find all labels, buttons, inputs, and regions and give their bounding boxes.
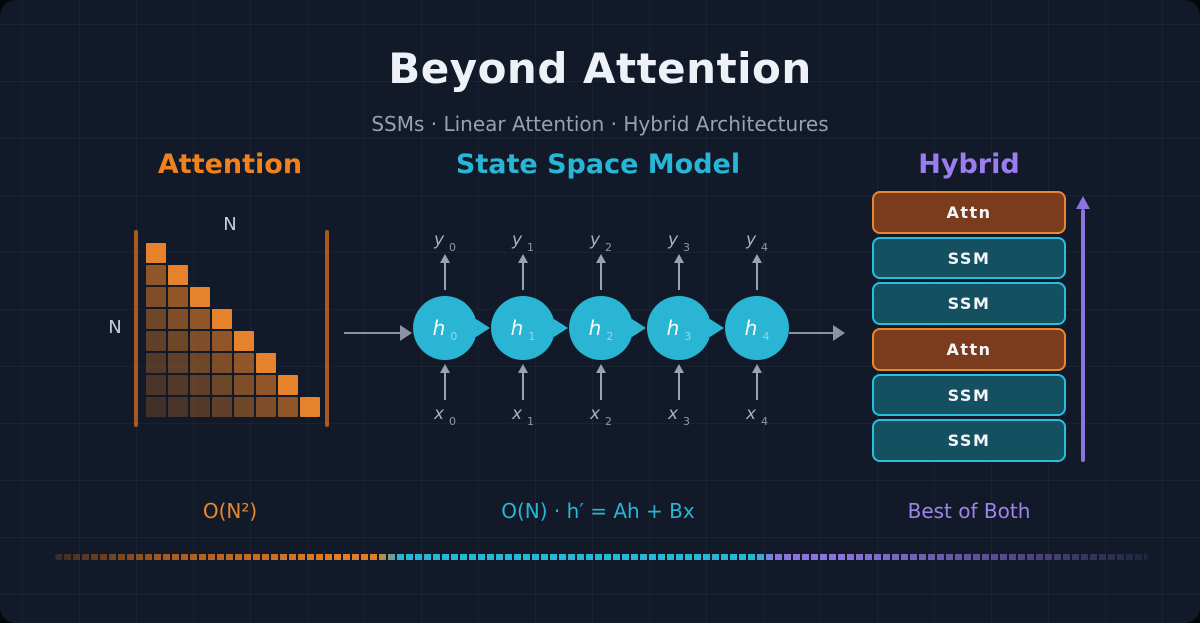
attention-matrix-cell <box>212 397 232 417</box>
hybrid-caption-label: Best of Both <box>907 499 1031 523</box>
attention-matrix-cell <box>168 375 188 395</box>
attention-matrix-cell <box>190 375 210 395</box>
page-title: Beyond Attention <box>388 44 812 93</box>
hybrid-heading: Hybrid <box>918 149 1020 180</box>
matrix-n-label-left: N <box>108 317 122 338</box>
matrix-n-label-top: N <box>223 214 237 235</box>
attention-matrix-cell <box>212 309 232 329</box>
attention-matrix-cell <box>212 353 232 373</box>
attention-matrix-cell <box>190 397 210 417</box>
output-arrow <box>595 254 607 290</box>
attention-matrix-cell <box>212 375 232 395</box>
hybrid-block-ssm: SSM <box>872 373 1066 417</box>
attention-complexity-label: O(N²) <box>202 499 258 523</box>
attention-matrix-cell <box>168 397 188 417</box>
attention-heading: Attention <box>157 149 303 180</box>
attention-matrix-cell <box>168 353 188 373</box>
attention-matrix-cell <box>190 331 210 351</box>
hybrid-block-attn: Attn <box>872 328 1066 371</box>
input-arrow <box>751 364 763 400</box>
attention-matrix-cell <box>234 331 254 351</box>
attention-matrix-cell <box>146 243 166 263</box>
attention-matrix-cell <box>168 287 188 307</box>
hybrid-up-arrow <box>1076 196 1090 462</box>
attention-matrix-cell <box>146 397 166 417</box>
attention-matrix-cell <box>234 375 254 395</box>
output-arrow <box>751 254 763 290</box>
matrix-bracket-right <box>325 230 329 427</box>
ssm-output-arrow <box>789 324 845 342</box>
attention-matrix-cell <box>234 397 254 417</box>
attention-matrix-cell <box>146 287 166 307</box>
attention-matrix-cell <box>146 309 166 329</box>
ssm-complexity-label: O(N) · h′ = Ah + Bx <box>501 499 695 523</box>
ssm-heading: State Space Model <box>455 149 741 180</box>
attention-matrix-cell <box>256 375 276 395</box>
output-arrow <box>439 254 451 290</box>
ssm-input-arrow <box>344 324 412 342</box>
hybrid-stack: Attn SSM SSM Attn SSM SSM <box>872 191 1066 463</box>
gradient-timeline <box>55 554 1148 560</box>
attention-matrix-cell <box>146 265 166 285</box>
attention-matrix-cell <box>278 375 298 395</box>
input-arrow <box>517 364 529 400</box>
attention-matrix-cell <box>300 397 320 417</box>
output-arrow <box>517 254 529 290</box>
attention-matrix-cell <box>168 309 188 329</box>
hybrid-block-ssm: SSM <box>872 282 1066 326</box>
attention-matrix <box>146 243 323 420</box>
input-arrow <box>673 364 685 400</box>
attention-matrix-cell <box>190 309 210 329</box>
hybrid-block-ssm: SSM <box>872 236 1066 280</box>
matrix-bracket-left <box>134 230 138 427</box>
input-arrow <box>595 364 607 400</box>
output-arrow <box>673 254 685 290</box>
attention-matrix-cell <box>190 353 210 373</box>
attention-matrix-cell <box>146 353 166 373</box>
attention-matrix-cell <box>146 331 166 351</box>
page-subtitle: SSMs · Linear Attention · Hybrid Archite… <box>371 112 829 136</box>
hybrid-block-ssm: SSM <box>872 419 1066 463</box>
attention-matrix-cell <box>168 331 188 351</box>
attention-matrix-cell <box>278 397 298 417</box>
attention-matrix-cell <box>256 353 276 373</box>
hybrid-block-attn: Attn <box>872 191 1066 234</box>
attention-matrix-cell <box>146 375 166 395</box>
attention-matrix-cell <box>168 265 188 285</box>
attention-matrix-cell <box>190 287 210 307</box>
attention-matrix-cell <box>234 353 254 373</box>
attention-matrix-cell <box>212 331 232 351</box>
attention-matrix-cell <box>256 397 276 417</box>
input-arrow <box>439 364 451 400</box>
